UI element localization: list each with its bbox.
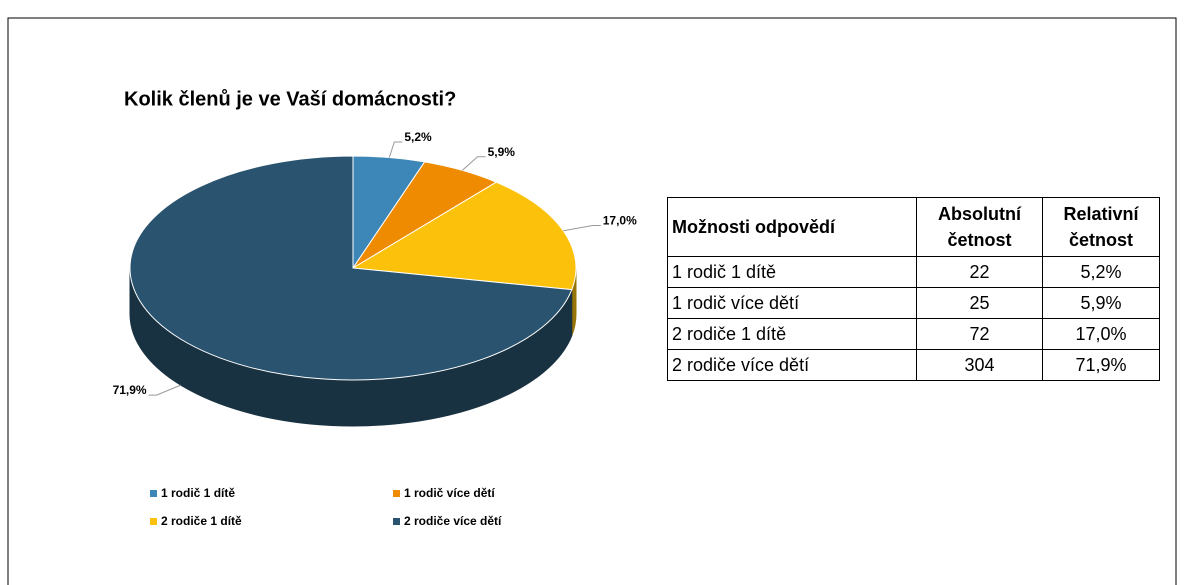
table-row: 2 rodiče více dětí 304 71,9%	[667, 349, 1160, 381]
table-body: 1 rodič 1 dítě 22 5,2% 1 rodič více dětí 25 5…	[667, 256, 1160, 381]
table-cell: 2 rodiče více dětí	[667, 349, 917, 381]
legend-label: 2 rodiče 1 dítě	[161, 514, 242, 528]
table-row: 2 rodiče 1 dítě 72 17,0%	[667, 318, 1160, 350]
table-cell: 22	[916, 256, 1043, 288]
table-header: Možnosti odpovědí Absolutní četnost Relati…	[667, 197, 1160, 257]
data-label: 5,9%	[488, 145, 516, 159]
legend-swatch	[150, 490, 157, 497]
pie-slice	[351, 181, 577, 291]
table-cell: 1 rodič 1 dítě	[667, 256, 917, 288]
data-label: 71,9%	[113, 383, 147, 397]
table-row: 1 rodič více dětí 25 5,9%	[667, 287, 1160, 319]
pie-slice	[129, 155, 573, 381]
leader-line	[461, 156, 486, 171]
header-cell: Možnosti odpovědí	[667, 197, 917, 257]
legend-swatch	[393, 518, 400, 525]
table-cell: 71,9%	[1042, 349, 1160, 381]
leader-line	[388, 141, 403, 158]
table-cell: 5,2%	[1042, 256, 1160, 288]
table-row: 1 rodič 1 dítě 22 5,2%	[667, 256, 1160, 288]
data-label: 17,0%	[603, 214, 637, 228]
frame	[7, 17, 1177, 585]
legend-label: 2 rodiče více dětí	[404, 514, 502, 528]
leader-line	[148, 384, 181, 396]
table-cell: 5,9%	[1042, 287, 1160, 319]
data-table: Možnosti odpovědí Absolutní četnost Relati…	[667, 197, 1160, 381]
legend-label: 1 rodič více dětí	[404, 486, 495, 500]
table-cell: 2 rodiče 1 dítě	[667, 318, 917, 350]
table-cell: 304	[916, 349, 1043, 381]
legend-swatch	[150, 518, 157, 525]
header-cell: Absolutní četnost	[916, 197, 1043, 257]
legend-swatch	[393, 490, 400, 497]
table-cell: 25	[916, 287, 1043, 319]
data-label: 5,2%	[404, 130, 432, 144]
leader-line	[563, 225, 601, 232]
header-cell: Relativní četnost	[1042, 197, 1160, 257]
table-cell: 1 rodič více dětí	[667, 287, 917, 319]
table-cell: 72	[916, 318, 1043, 350]
legend-label: 1 rodič 1 dítě	[161, 486, 235, 500]
chart-title: Kolik členů je ve Vaší domácnosti?	[124, 88, 456, 110]
table-cell: 17,0%	[1042, 318, 1160, 350]
